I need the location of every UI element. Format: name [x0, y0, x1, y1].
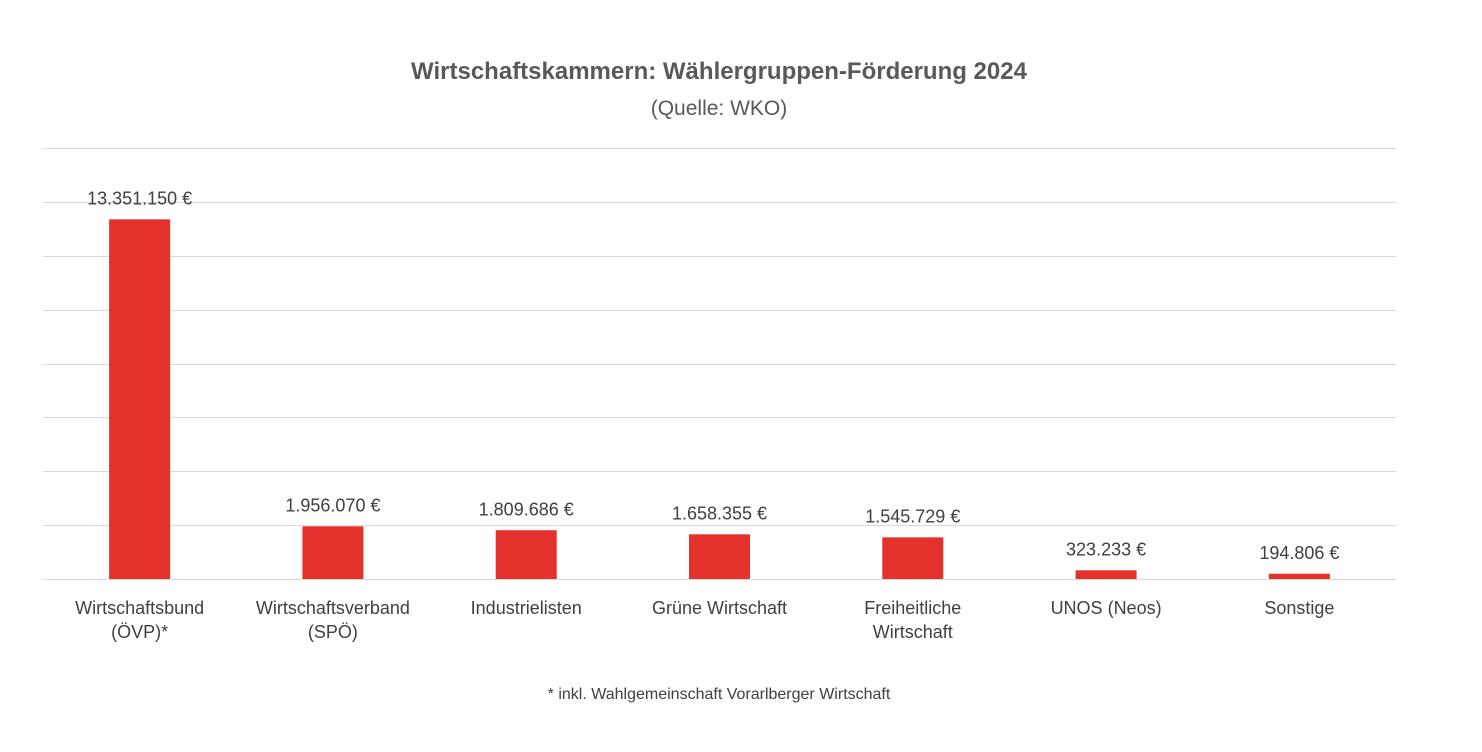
- category-label: Freiheitliche Wirtschaft: [864, 598, 961, 642]
- bar: [109, 219, 171, 579]
- data-label: 1.545.729 €: [865, 506, 960, 526]
- bar: [495, 530, 557, 579]
- bar: [1075, 570, 1137, 579]
- bar: [689, 534, 750, 579]
- data-label: 13.351.150 €: [87, 188, 192, 208]
- category-label: Wirtschaftsbund (ÖVP)*: [75, 598, 204, 642]
- value-labels: 13.351.150 € 1.956.070 € 1.809.686 € 1.658.…: [87, 188, 1339, 562]
- category-label: UNOS (Neos): [1051, 598, 1162, 618]
- category-label: Grüne Wirtschaft: [652, 598, 787, 618]
- category-label: Wirtschaftsverband (SPÖ): [256, 598, 410, 642]
- data-label: 1.658.355 €: [672, 503, 767, 523]
- bars: [109, 219, 1330, 579]
- bar: [882, 537, 944, 579]
- category-labels: Wirtschaftsbund (ÖVP)* Wirtschaftsverband(…: [75, 598, 1334, 642]
- data-label: 323.233 €: [1066, 539, 1146, 559]
- chart-subtitle: (Quelle: WKO): [650, 97, 788, 120]
- gridlines: [43, 148, 1396, 580]
- data-label: 194.806 €: [1259, 543, 1339, 563]
- data-label: 1.809.686 €: [479, 499, 574, 519]
- data-label: 1.956.070 €: [285, 495, 380, 515]
- chart-footnote: * inkl. Wahlgemeinschaft Vorarlberger Wi…: [547, 686, 891, 703]
- category-label: Sonstige: [1264, 598, 1334, 618]
- category-label: Industrielisten: [471, 598, 582, 618]
- bar: [1268, 573, 1330, 579]
- bar: [302, 526, 364, 579]
- chart-title: Wirtschaftskammern: Wählergruppen-Förder…: [411, 58, 1027, 85]
